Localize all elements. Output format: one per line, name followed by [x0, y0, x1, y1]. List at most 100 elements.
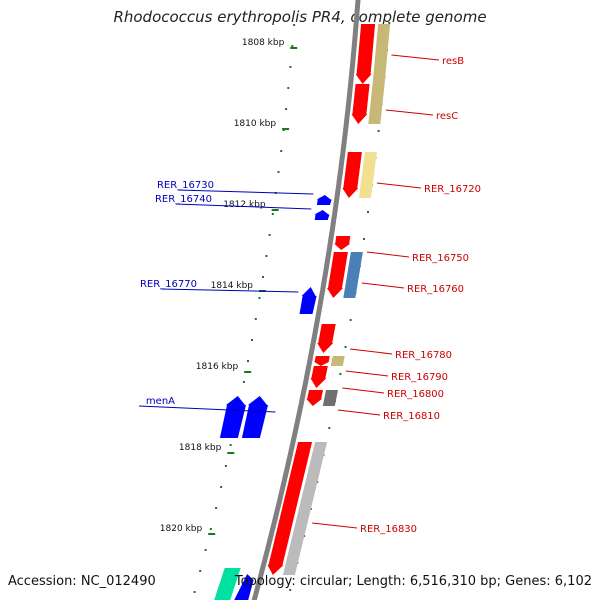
ruler-label: 1818 kbp [179, 443, 222, 453]
tick-dot [247, 360, 249, 362]
forward-gene-arrow [310, 366, 328, 388]
reverse-gene-arrow [314, 210, 330, 220]
ruler-major-tick [227, 452, 235, 454]
gene-label-leader [391, 54, 440, 61]
gene-label-leader [345, 370, 389, 377]
forward-gene-arrow [267, 442, 313, 575]
forward-gene-arrow [317, 324, 336, 353]
tick-dot [193, 591, 196, 593]
ruler-label: 1808 kbp [242, 38, 285, 48]
tick-dot [271, 213, 274, 215]
protein-feature-bar [343, 252, 363, 298]
forward-gene-arrow [351, 84, 370, 124]
ruler-major-tick [208, 533, 216, 535]
gene-label-leader [361, 282, 405, 289]
reverse-gene-arrow [241, 396, 268, 438]
protein-feature-bar [282, 442, 328, 575]
tick-dot [220, 486, 223, 488]
forward-gene-arrow [306, 390, 323, 406]
forward-gene-label: resB [442, 56, 464, 67]
tick-dot [293, 24, 296, 26]
tick-dot [291, 45, 294, 47]
gene-track [214, 24, 391, 600]
forward-gene-label: RER_16790 [391, 372, 448, 383]
right-track-dot [328, 427, 331, 429]
protein-feature-bar [330, 356, 345, 366]
gene-label-leader [312, 522, 358, 529]
tick-dot [287, 87, 290, 89]
genome-backbone [251, 0, 361, 600]
forward-gene-arrow [342, 152, 362, 198]
forward-gene-arrow [355, 24, 376, 84]
gene-label-leader [177, 189, 314, 195]
forward-gene-arrow [327, 252, 348, 298]
gene-labels: resB resC RER_16720 RER_16750 RER_16760 RER_1… [138, 54, 481, 535]
reverse-gene-label: RER_16740 [155, 194, 212, 205]
reverse-gene-arrow [299, 287, 317, 314]
gene-label-leader [138, 405, 276, 413]
gene-label-leader [337, 409, 381, 416]
forward-gene-label: RER_16750 [412, 253, 469, 264]
ruler-label: 1810 kbp [234, 119, 277, 129]
tick-dot [242, 381, 245, 383]
forward-gene-label: RER_16800 [387, 389, 444, 400]
ruler-label: 1816 kbp [196, 362, 239, 372]
protein-feature-bar [358, 152, 377, 198]
forward-gene-label: resC [436, 111, 458, 122]
right-track-dot [363, 238, 365, 240]
right-track-dot [289, 589, 292, 591]
right-track-dot [377, 130, 380, 132]
forward-gene-arrow [334, 236, 351, 250]
tick-dot [258, 297, 261, 299]
right-track-dot [388, 22, 391, 24]
forward-gene-label: RER_16720 [424, 184, 481, 195]
reverse-gene-arrow [316, 195, 332, 205]
gene-label-leader [366, 251, 410, 258]
ruler-labels: 1808 kbp 1810 kbp 1812 kbp 1814 kbp 1816 kbp… [160, 38, 298, 535]
gene-label-leader [160, 288, 299, 293]
partial-gene-green [214, 568, 241, 600]
reverse-gene-label: menA [146, 396, 175, 407]
right-track-dot [367, 211, 369, 213]
tick-dot [280, 150, 283, 152]
tick-dot [215, 507, 218, 509]
gene-label-leader [385, 109, 434, 116]
genome-summary: Topology: circular; Length: 6,516,310 bp… [234, 574, 592, 589]
protein-feature-bar [372, 24, 391, 84]
ruler-major-tick [282, 128, 290, 130]
tick-dot [268, 234, 271, 236]
ruler-label: 1814 kbp [211, 281, 254, 291]
gene-label-leader [175, 203, 312, 210]
reverse-gene-label: RER_16730 [157, 180, 214, 191]
tick-dot [262, 276, 264, 278]
forward-gene-label: RER_16760 [407, 284, 464, 295]
right-track-dot [344, 346, 347, 348]
tick-dot [199, 570, 202, 572]
accession-label: Accession: NC_012490 [8, 574, 156, 589]
forward-gene-arrow [313, 356, 330, 366]
tick-dot [209, 528, 212, 530]
gene-label-leader [342, 387, 385, 394]
tick-dot [289, 66, 292, 68]
ruler-major-tick [244, 371, 252, 373]
right-track-dot [339, 373, 342, 375]
tick-dot [285, 108, 288, 110]
tick-dot [265, 255, 268, 257]
forward-gene-label: RER_16780 [395, 350, 452, 361]
forward-gene-label: RER_16810 [383, 411, 440, 422]
tick-dot [224, 465, 227, 467]
ruler-label: 1812 kbp [223, 200, 266, 210]
tick-dot [204, 549, 207, 551]
tick-dot [229, 444, 232, 446]
ruler-label: 1820 kbp [160, 524, 203, 534]
partial-gene-blue [234, 574, 254, 600]
tick-dot [254, 318, 257, 320]
ruler-major-tick [271, 209, 279, 211]
genome-title: Rhodococcus erythropolis PR4, complete g… [113, 8, 487, 26]
protein-feature-bar [322, 390, 338, 406]
right-track-dot [349, 319, 352, 321]
gene-label-leader [376, 182, 422, 189]
gene-label-leader [350, 348, 393, 355]
ruler-major-tick [290, 47, 298, 49]
